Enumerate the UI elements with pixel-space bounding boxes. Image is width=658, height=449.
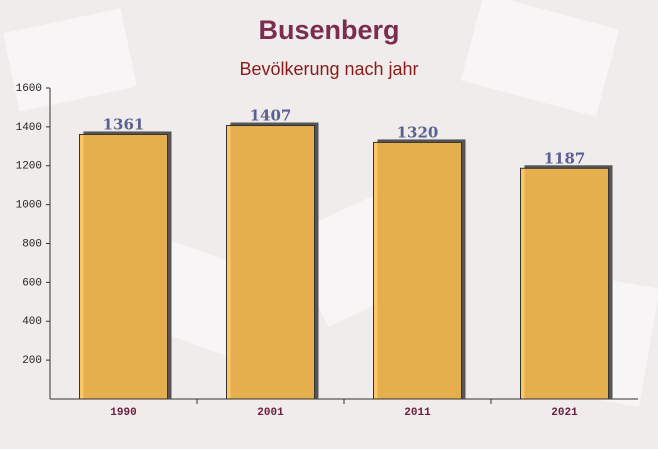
value-label: 1407 xyxy=(250,107,292,125)
y-tick-label: 1400 xyxy=(16,122,42,134)
y-tick-label: 1200 xyxy=(16,161,42,173)
y-tick-label: 800 xyxy=(22,238,42,250)
y-tick-label: 200 xyxy=(22,355,42,367)
x-tick-label: 2001 xyxy=(257,407,284,419)
bar xyxy=(79,133,168,400)
bar xyxy=(520,167,609,400)
value-label: 1361 xyxy=(103,115,145,133)
y-tick-label: 600 xyxy=(22,277,42,289)
value-label: 1320 xyxy=(397,123,439,141)
value-label: 1187 xyxy=(544,149,586,167)
bar xyxy=(226,125,315,400)
x-tick-label: 1990 xyxy=(110,407,136,419)
bar xyxy=(373,141,462,400)
y-tick-label: 1000 xyxy=(16,200,42,212)
y-tick-label: 1600 xyxy=(16,83,42,95)
chart-title: Busenberg xyxy=(258,15,399,45)
y-tick-label: 400 xyxy=(22,316,42,328)
x-tick-label: 2021 xyxy=(551,407,578,419)
x-tick-label: 2011 xyxy=(404,407,431,419)
chart-subtitle: Bevölkerung nach jahr xyxy=(239,59,418,79)
